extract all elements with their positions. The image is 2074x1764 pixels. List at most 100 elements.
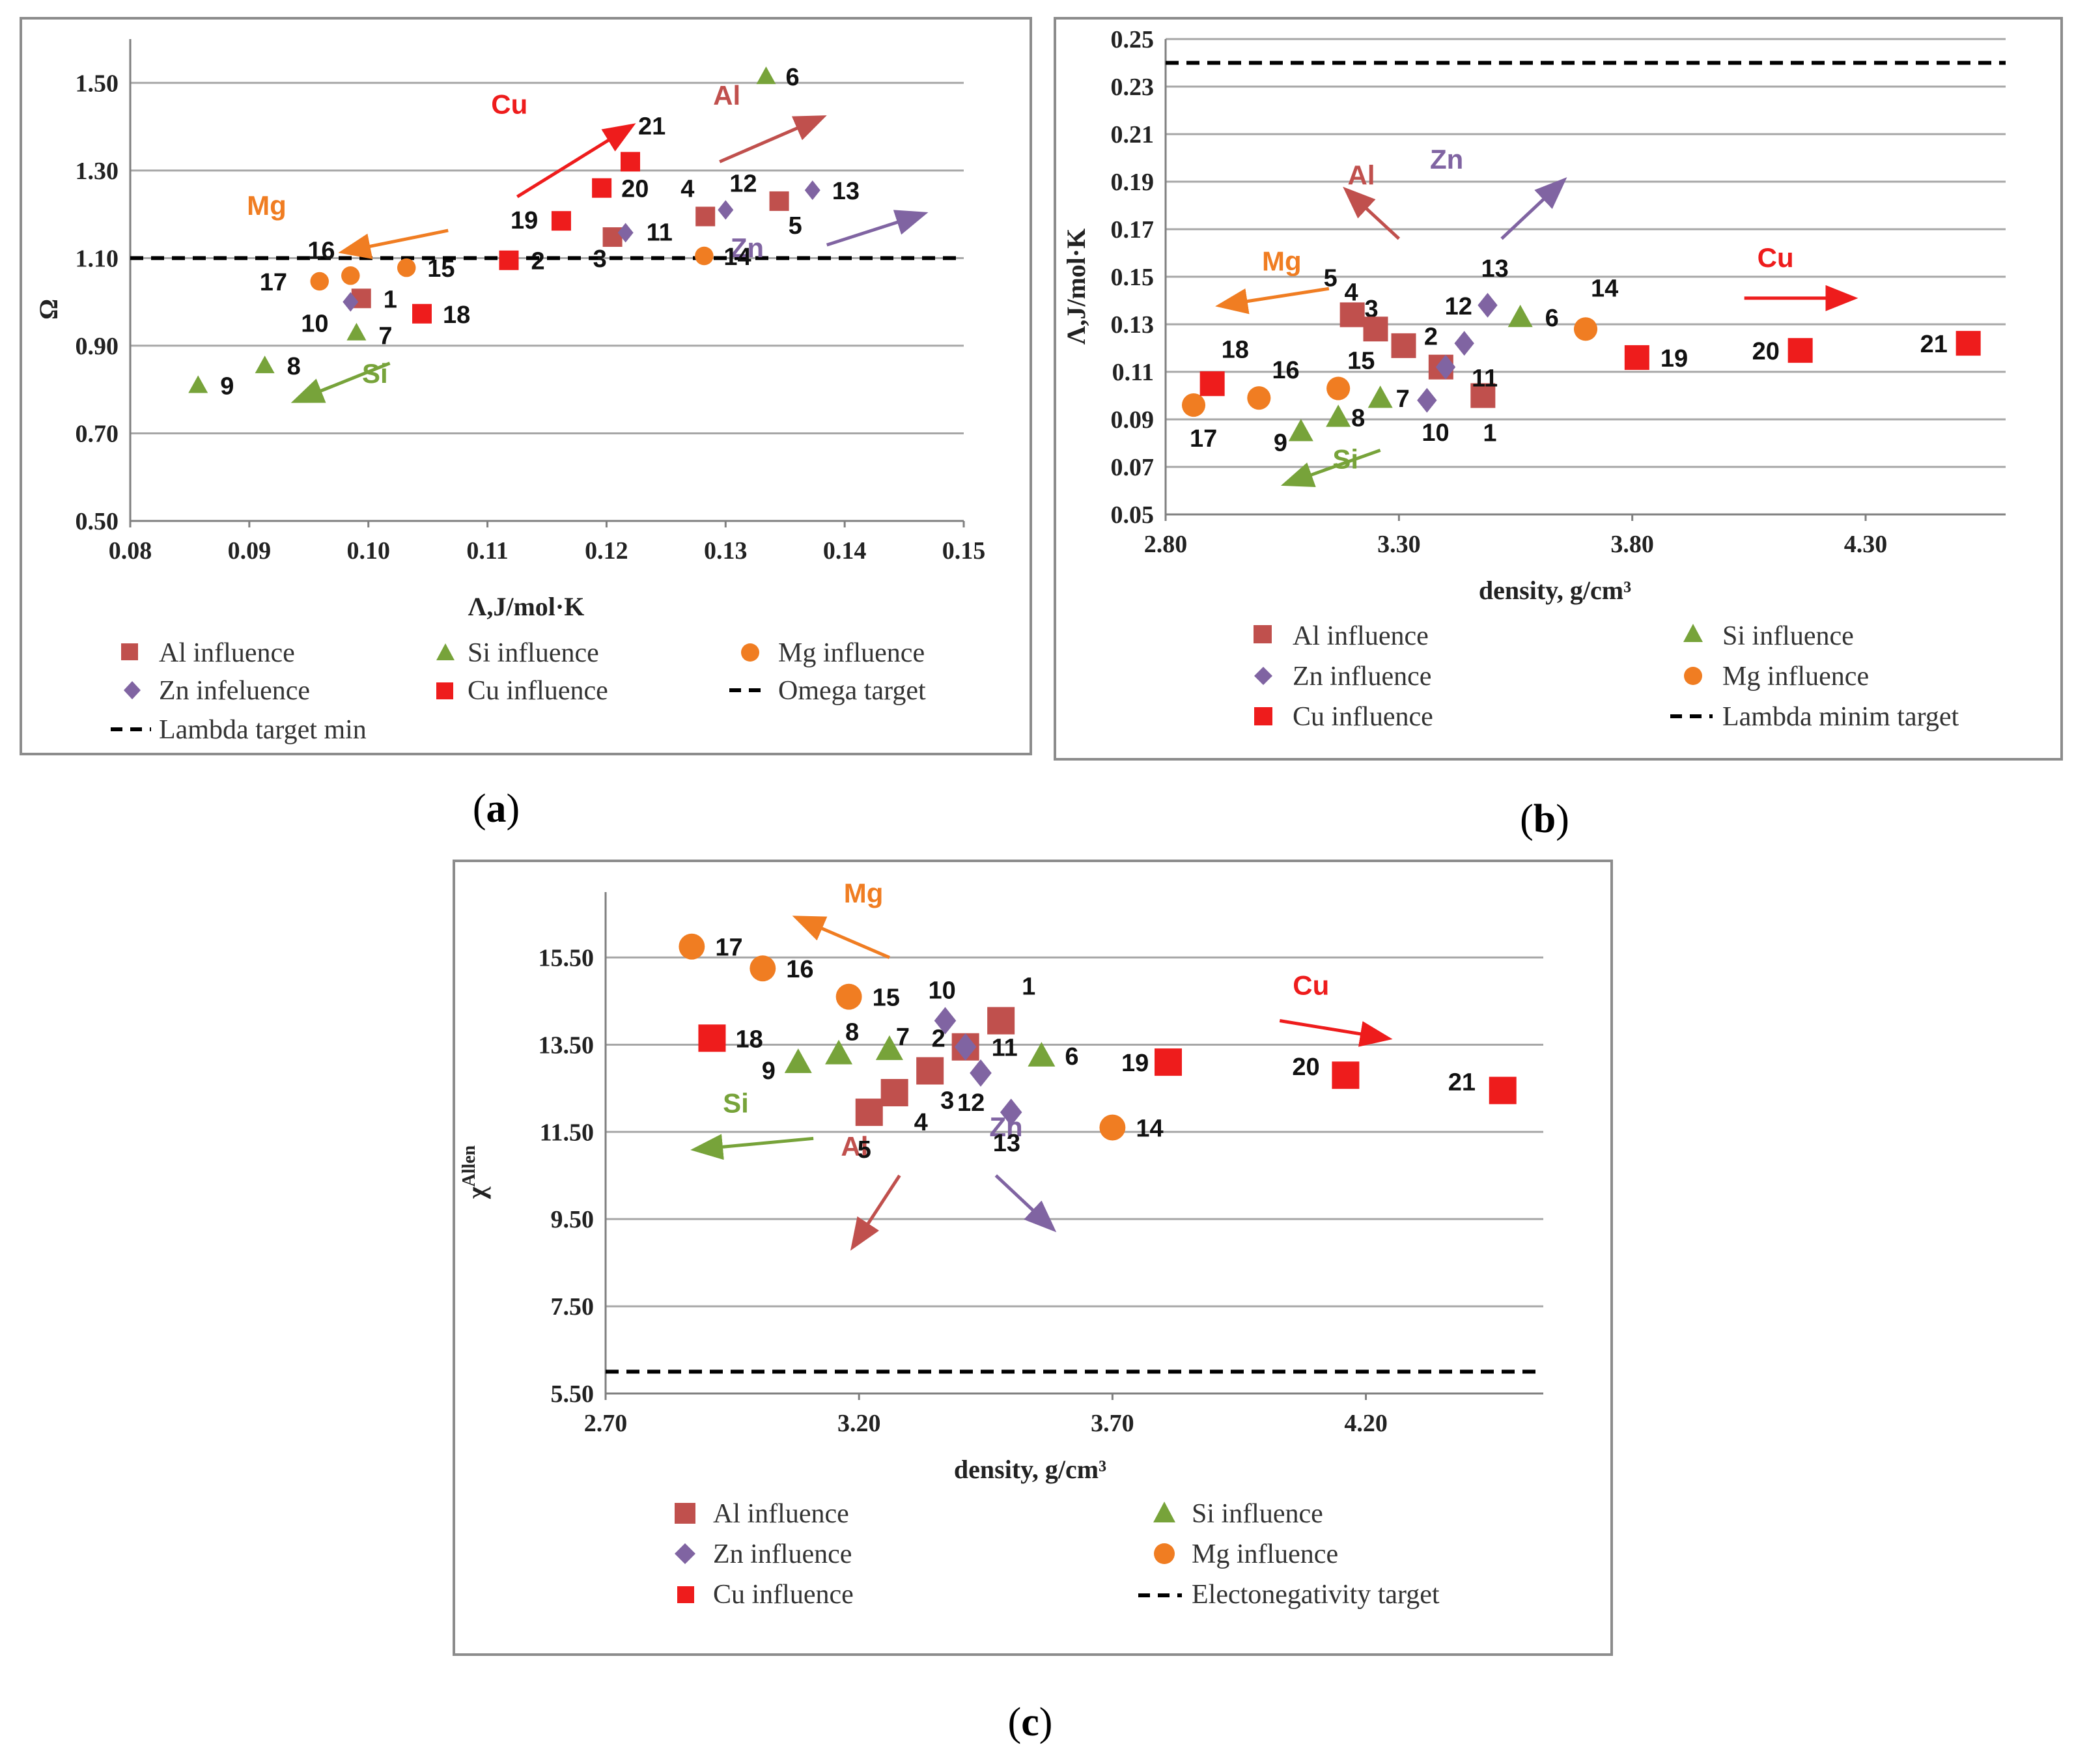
panel-b-point-label: 18 <box>1222 336 1249 363</box>
panel-b-xtick-label: 4.30 <box>1844 531 1888 558</box>
panel-c-ytick-label: 13.50 <box>539 1031 595 1059</box>
panel-c-arrow-cu <box>1279 1019 1393 1047</box>
panel-a-point-label: 20 <box>621 176 649 203</box>
panel-b-ytick-label: 0.15 <box>1111 264 1155 291</box>
legend-a-lambda-label: Lambda target min <box>159 715 367 745</box>
panel-a-point-al <box>602 227 623 247</box>
legend-a-omega-label: Omega target <box>778 676 926 706</box>
panel-c-point-zn <box>954 1033 977 1061</box>
legend-c-al-marker <box>675 1503 695 1524</box>
panel-b-xtick-label: 3.80 <box>1610 531 1654 558</box>
panel-b-ytick-label: 0.11 <box>1112 359 1154 386</box>
panel-b-point-label: 21 <box>1920 331 1948 358</box>
panel-b-point-label: 12 <box>1445 293 1472 320</box>
panel-b-arrow-zn <box>1500 177 1567 240</box>
panel-b-point-mg <box>1573 317 1598 341</box>
panel-a-point-al <box>695 206 716 227</box>
panel-a-point-cu <box>592 178 612 198</box>
panel-c: 5.50 7.50 9.50 11.50 13.50 15.50 2.70 3.20 3.70 4… <box>453 860 1613 1744</box>
panel-c-arrow-label-mg: Mg <box>844 878 884 908</box>
legend-b-mg-marker <box>1684 667 1702 685</box>
panel-b-point-zn <box>1478 292 1498 318</box>
panel-c-point-label: 10 <box>929 977 956 1005</box>
panel-a-frame <box>20 17 1032 755</box>
panel-a-point-cu <box>551 211 571 231</box>
caption-b: (b) <box>1520 797 1569 841</box>
panel-a-arrow-label-si: Si <box>362 358 388 389</box>
panel-b-point-label: 2 <box>1424 324 1438 351</box>
panel-b-ylabel: Λ,J/mol·K <box>1061 229 1091 345</box>
panel-c-point-cu <box>1489 1076 1517 1104</box>
panel-b-point-cu <box>1199 371 1225 397</box>
legend-a-si-label: Si influence <box>468 638 599 668</box>
panel-b-ytick-label: 0.09 <box>1111 406 1155 434</box>
panel-b-point-mg <box>1247 386 1271 410</box>
panel-a-ytick-label: 1.50 <box>76 70 119 97</box>
panel-b-point-label: 4 <box>1345 279 1358 306</box>
panel-a-arrow-mg <box>338 229 449 259</box>
panel-a-point-label: 13 <box>832 178 860 205</box>
panel-b-ytick-label: 0.23 <box>1111 74 1155 101</box>
panel-a-point-zn <box>804 180 820 201</box>
panel-b-point-al <box>1339 302 1365 328</box>
legend-b-cu-label: Cu influence <box>1293 702 1433 732</box>
panel-a-point-label: 12 <box>729 170 757 197</box>
panel-c-point-cu <box>698 1024 726 1052</box>
panel-b-ytick-label: 0.07 <box>1111 454 1155 481</box>
legend-c-cu-marker <box>677 1586 694 1603</box>
caption-c: (c) <box>1008 1700 1053 1744</box>
legend-c-target-label: Electonegativity target <box>1192 1580 1440 1610</box>
panel-c-point-label: 15 <box>873 985 900 1012</box>
panel-b-arrow-si <box>1280 449 1381 487</box>
panel-b-point-mg <box>1326 376 1351 400</box>
panel-c-point-mg <box>750 955 776 982</box>
panel-b-point-label: 13 <box>1481 255 1509 283</box>
panel-c-xtick-label: 3.70 <box>1091 1410 1134 1437</box>
panel-b-point-label: 11 <box>1472 365 1498 393</box>
panel-a-arrow-si <box>290 361 391 403</box>
panel-b-point-label: 14 <box>1591 275 1618 302</box>
panel-c-point-zn <box>934 1007 957 1035</box>
panel-a-point-label: 5 <box>789 212 802 240</box>
panel-a-point-mg <box>397 258 416 277</box>
panel-c-point-mg <box>835 983 862 1010</box>
legend-c-si-label: Si influence <box>1192 1499 1323 1529</box>
panel-c-arrow-zn <box>994 1174 1057 1233</box>
legend-b-cu-marker <box>1254 707 1272 725</box>
panel-c-point-zn <box>970 1059 992 1087</box>
panel-c-arrow-mg <box>792 916 890 959</box>
panel-c-point-label: 1 <box>1022 973 1035 1001</box>
legend-a-al-label: Al influence <box>159 638 295 668</box>
panel-c-ytick-label: 11.50 <box>540 1119 594 1146</box>
panel-b-point-zn <box>1454 331 1474 356</box>
panel-b: 0.05 0.07 0.09 0.11 0.13 0.15 0.17 0.19 0.21 0.23… <box>1054 17 2063 841</box>
panel-a-xtick-label: 0.12 <box>585 537 628 565</box>
legend-b-si-marker <box>1683 624 1703 642</box>
panel-c-point-al <box>916 1057 944 1085</box>
panel-b-point-label: 6 <box>1545 305 1559 332</box>
panel-a-ytick-label: 0.70 <box>76 420 119 447</box>
legend-c-zn-label: Zn influence <box>713 1539 852 1569</box>
panel-b-ytick-label: 0.19 <box>1111 169 1155 196</box>
panel-a-arrow-label-al: Al <box>713 80 740 111</box>
panel-b-point-si <box>1507 305 1533 328</box>
panel-a-point-cu <box>621 152 640 172</box>
panel-c-arrow-si <box>690 1134 814 1160</box>
panel-a-point-label: 6 <box>785 64 799 91</box>
panel-a-ytick-label: 0.90 <box>76 333 119 360</box>
panel-b-point-label: 19 <box>1661 345 1688 372</box>
panel-a-xtick-label: 0.09 <box>228 537 272 565</box>
panel-b-point-label: 20 <box>1752 338 1780 365</box>
panel-c-arrow-label-si: Si <box>723 1087 749 1118</box>
panel-c-point-al <box>855 1099 883 1127</box>
panel-c-xtick-label: 4.20 <box>1344 1410 1388 1437</box>
panel-a-point-zn <box>343 292 359 312</box>
legend-a-cu-label: Cu influence <box>468 676 608 706</box>
panel-a-point-label: 4 <box>680 175 694 203</box>
panel-b-ytick-label: 0.25 <box>1111 26 1155 53</box>
panel-c-point-label: 11 <box>992 1035 1018 1062</box>
panel-c-point-al <box>880 1079 908 1106</box>
panel-b-arrow-label-mg: Mg <box>1262 245 1302 276</box>
legend-b-lambda-label: Lambda minim target <box>1722 702 1959 732</box>
panel-b-point-label: 3 <box>1365 296 1379 323</box>
